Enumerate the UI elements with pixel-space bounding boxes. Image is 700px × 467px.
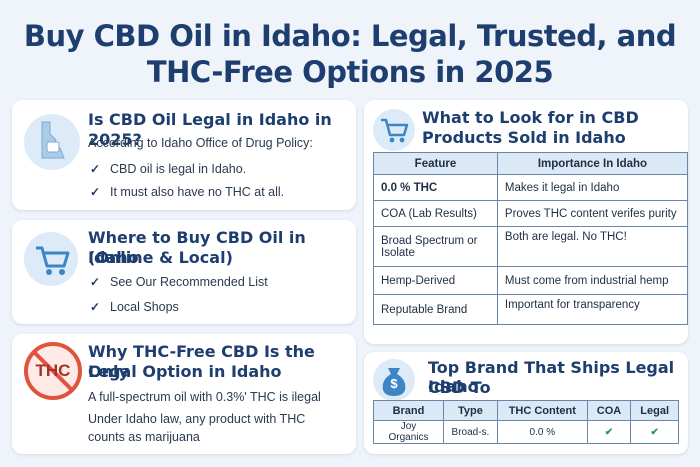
table-header-row: Feature Importance In Idaho xyxy=(373,152,689,175)
look-for-heading-line1: What to Look for in CBD xyxy=(422,108,639,127)
table-row: Reputable Brand Important for transparen… xyxy=(373,294,689,325)
shopping-cart-icon xyxy=(22,230,80,293)
table-row: COA (Lab Results) Proves THC content ver… xyxy=(373,200,689,227)
importance-cell: Proves THC content verifes purity xyxy=(496,200,689,227)
check-icon: ✓ xyxy=(90,162,101,176)
table-row: Joy Organics Broad-s. 0.0 % ✔ ✔ xyxy=(373,420,679,444)
thc-free-line-3: counts as marijuana xyxy=(88,430,200,444)
type-cell: Broad-s. xyxy=(442,420,498,444)
column-header-importance: Importance In Idaho xyxy=(496,152,689,175)
thc-free-heading-line1: Why THC-Free CBD Is the Only xyxy=(88,342,315,381)
thc-free-line-2: Under Idaho law, any product with THC xyxy=(88,412,306,426)
legal-intro: According to Idaho Office of Drug Policy… xyxy=(88,136,313,150)
table-row: Hemp-Derived Must come from industrial h… xyxy=(373,266,689,295)
feature-cell: Broad Spectrum or Isolate xyxy=(373,226,498,267)
top-brand-heading-line2: Idaho xyxy=(428,377,479,396)
page-title: Buy CBD Oil in Idaho: Legal, Trusted, an… xyxy=(0,18,700,90)
top-brand-card: $ Top Brand That Ships Legal CBD To Idah… xyxy=(364,352,688,454)
importance-cell: Both are legal. No THC! xyxy=(496,226,689,267)
importance-cell: Makes it legal in Idaho xyxy=(496,174,689,201)
feature-cell: Hemp-Derived xyxy=(373,266,498,295)
money-bag-icon xyxy=(372,358,416,407)
where-heading-line1: Where to Buy CBD Oil in Idaho xyxy=(88,228,306,267)
page-title-line1: Buy CBD Oil in Idaho: Legal, Trusted, an… xyxy=(23,19,677,53)
legal-heading: Is CBD Oil Legal in Idaho in 2025? xyxy=(88,110,332,149)
legal-point-1: CBD oil is legal in Idaho. xyxy=(110,162,247,176)
brand-table: Brand Type THC Content COA Legal Joy Org… xyxy=(373,400,679,444)
look-for-card: What to Look for in CBD Products Sold in… xyxy=(364,100,689,344)
table-header-row: Brand Type THC Content COA Legal xyxy=(373,400,679,421)
where-point-2[interactable]: Local Shops xyxy=(110,300,179,314)
importance-cell: Must come from industrial hemp xyxy=(496,266,689,295)
column-header-legal: Legal xyxy=(630,400,679,421)
no-thc-icon xyxy=(22,340,84,407)
legal-card: Is CBD Oil Legal in Idaho in 2025? Accor… xyxy=(12,100,356,210)
column-header-coa: COA xyxy=(586,400,632,421)
thc-free-card: THC Why THC-Free CBD Is the Only Legal O… xyxy=(12,334,356,454)
feature-cell: 0.0 % THC xyxy=(373,174,498,201)
money-bag-icon-label: $ xyxy=(390,376,398,391)
legal-check-icon: ✔ xyxy=(630,420,679,444)
check-icon: ✓ xyxy=(90,275,101,289)
where-heading-line2: (Online & Local) xyxy=(88,248,233,267)
legal-point-2: It must also have no THC at all. xyxy=(110,185,285,199)
column-header-feature: Feature xyxy=(373,152,498,175)
brand-cell: Joy Organics xyxy=(373,420,444,444)
importance-cell: Important for transparency xyxy=(496,294,689,325)
check-icon: ✓ xyxy=(90,185,101,199)
coa-check-icon: ✔ xyxy=(586,420,632,444)
feature-cell: COA (Lab Results) xyxy=(373,200,498,227)
where-card: Where to Buy CBD Oil in Idaho (Online & … xyxy=(12,220,356,324)
features-table: Feature Importance In Idaho 0.0 % THC Ma… xyxy=(373,152,689,325)
look-for-heading-line2: Products Sold in Idaho xyxy=(422,128,626,147)
feature-cell: Reputable Brand xyxy=(373,294,498,325)
check-icon: ✓ xyxy=(90,300,101,314)
table-row: Broad Spectrum or Isolate Both are legal… xyxy=(373,226,689,267)
column-header-thc: THC Content xyxy=(496,400,588,421)
thc-free-line-1: A full-spectrum oil with 0.3%' THC is il… xyxy=(88,390,321,404)
page-title-line2: THC-Free Options in 2025 xyxy=(146,55,554,89)
column-header-type: Type xyxy=(442,400,498,421)
idaho-map-icon xyxy=(22,112,82,177)
no-thc-icon-label: THC xyxy=(35,361,71,380)
top-brand-heading-line1: Top Brand That Ships Legal CBD To xyxy=(428,358,675,397)
where-point-1[interactable]: See Our Recommended List xyxy=(110,275,268,289)
thc-cell: 0.0 % xyxy=(496,420,588,444)
thc-free-heading-line2: Legal Option in Idaho xyxy=(88,362,282,381)
table-row: 0.0 % THC Makes it legal in Idaho xyxy=(373,174,689,201)
shopping-cart-icon xyxy=(372,108,416,157)
column-header-brand: Brand xyxy=(373,400,444,421)
